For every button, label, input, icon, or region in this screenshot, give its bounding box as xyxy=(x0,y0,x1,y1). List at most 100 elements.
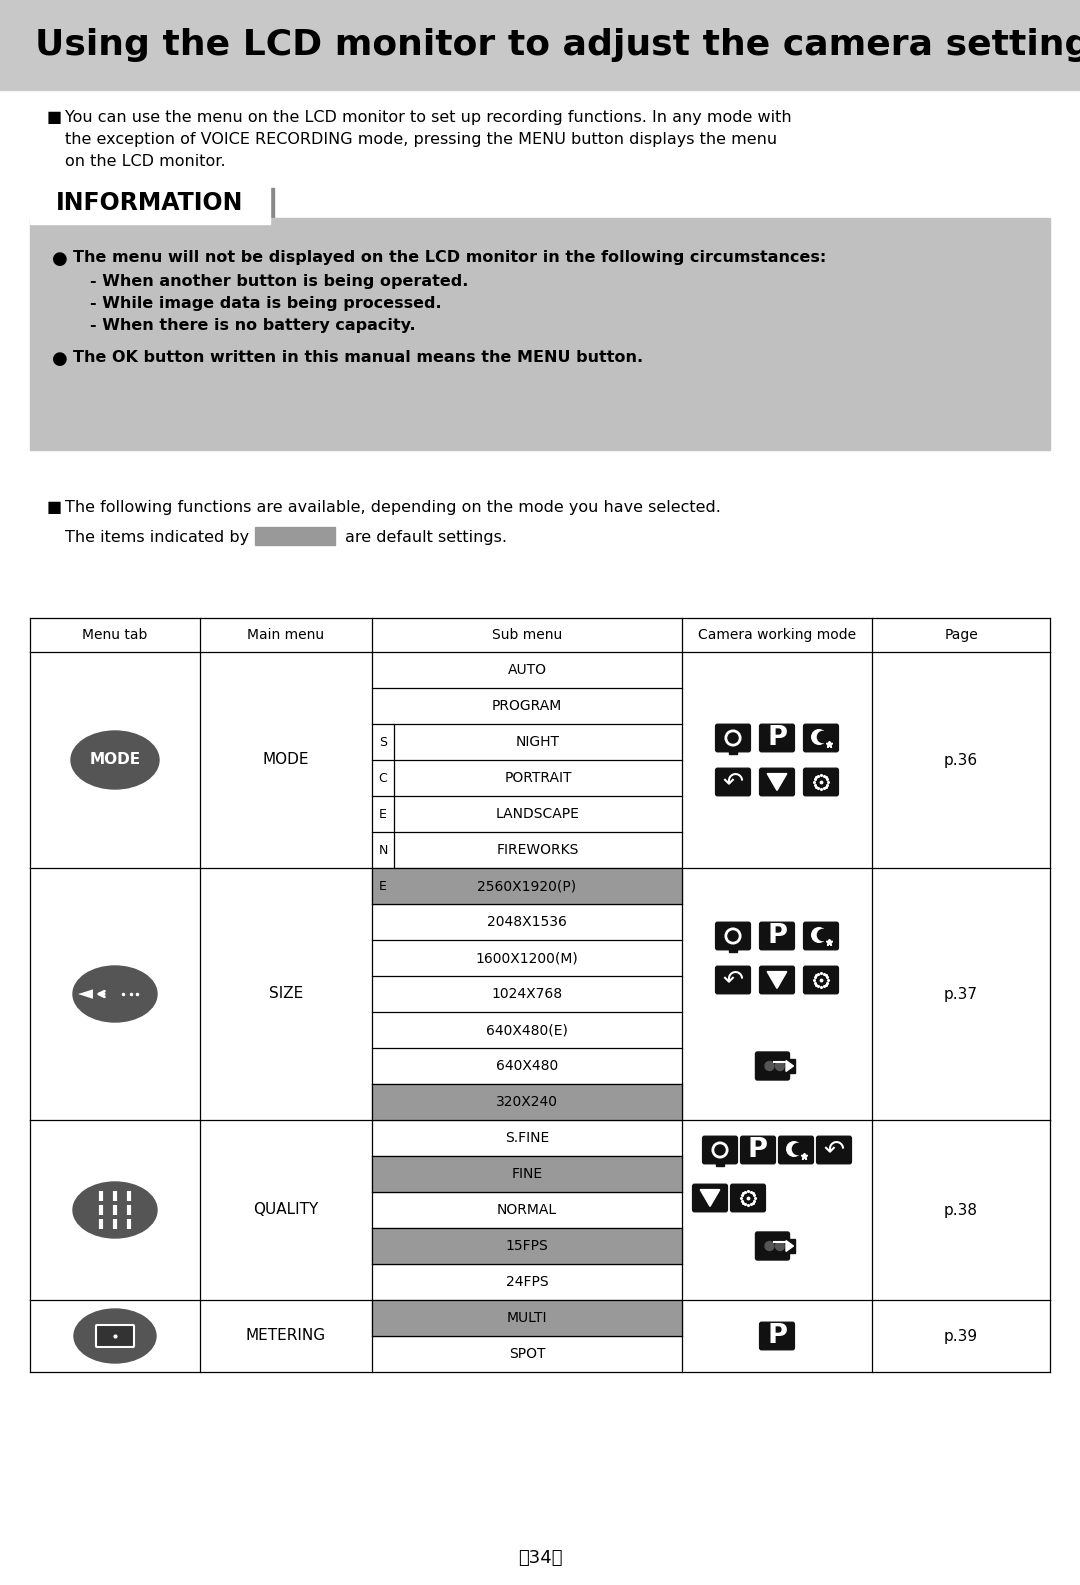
Bar xyxy=(30,219,1050,450)
Text: LANDSCAPE: LANDSCAPE xyxy=(496,807,580,821)
Text: METERING: METERING xyxy=(246,1328,326,1344)
FancyBboxPatch shape xyxy=(779,1136,813,1163)
FancyBboxPatch shape xyxy=(716,922,751,949)
Polygon shape xyxy=(786,1241,794,1252)
Text: 320X240: 320X240 xyxy=(496,1095,558,1110)
Circle shape xyxy=(765,1241,774,1251)
FancyBboxPatch shape xyxy=(804,769,838,796)
Text: P: P xyxy=(748,1136,768,1163)
Text: ↶: ↶ xyxy=(723,770,743,794)
Text: the exception of VOICE RECORDING mode, pressing the MENU button displays the men: the exception of VOICE RECORDING mode, p… xyxy=(65,132,778,147)
Bar xyxy=(716,1160,725,1165)
Text: P: P xyxy=(767,724,787,751)
FancyBboxPatch shape xyxy=(804,724,838,751)
Text: p.38: p.38 xyxy=(944,1203,978,1217)
Text: Main menu: Main menu xyxy=(247,628,325,642)
Circle shape xyxy=(775,1241,784,1251)
Bar xyxy=(30,182,270,223)
Text: p.36: p.36 xyxy=(944,753,978,767)
Bar xyxy=(372,1084,681,1121)
Text: ↶: ↶ xyxy=(823,1138,845,1162)
Circle shape xyxy=(728,732,738,743)
Text: 640X480(E): 640X480(E) xyxy=(486,1022,568,1037)
Text: SPOT: SPOT xyxy=(509,1347,545,1362)
Text: NORMAL: NORMAL xyxy=(497,1203,557,1217)
Bar xyxy=(784,1239,795,1252)
Ellipse shape xyxy=(73,965,157,1022)
Circle shape xyxy=(712,1143,728,1157)
Circle shape xyxy=(725,929,741,943)
FancyBboxPatch shape xyxy=(759,724,795,751)
Text: INFORMATION: INFORMATION xyxy=(56,192,244,216)
FancyBboxPatch shape xyxy=(96,1325,134,1347)
Circle shape xyxy=(728,930,738,941)
Text: P: P xyxy=(767,1323,787,1349)
Text: 2560X1920(P): 2560X1920(P) xyxy=(477,880,577,892)
Text: Sub menu: Sub menu xyxy=(491,628,562,642)
Text: ↶: ↶ xyxy=(723,968,743,992)
Circle shape xyxy=(725,731,741,747)
Text: N: N xyxy=(378,843,388,856)
Text: QUALITY: QUALITY xyxy=(254,1203,319,1217)
Text: ■: ■ xyxy=(48,499,63,515)
Polygon shape xyxy=(767,773,787,791)
Text: FINE: FINE xyxy=(512,1167,542,1181)
Text: 640X480: 640X480 xyxy=(496,1059,558,1073)
Text: 〈34〉: 〈34〉 xyxy=(517,1549,563,1568)
Text: p.37: p.37 xyxy=(944,986,978,1002)
FancyBboxPatch shape xyxy=(703,1136,738,1163)
Text: P: P xyxy=(767,922,787,949)
Text: ■: ■ xyxy=(48,109,63,125)
Text: PROGRAM: PROGRAM xyxy=(491,699,562,713)
FancyBboxPatch shape xyxy=(759,922,795,949)
FancyBboxPatch shape xyxy=(759,1322,795,1350)
Text: SIZE: SIZE xyxy=(269,986,303,1002)
FancyBboxPatch shape xyxy=(756,1232,789,1260)
Circle shape xyxy=(793,1143,804,1154)
Text: NIGHT: NIGHT xyxy=(516,735,561,750)
Bar xyxy=(784,1059,795,1073)
FancyBboxPatch shape xyxy=(730,1184,766,1213)
Ellipse shape xyxy=(75,1309,156,1363)
Circle shape xyxy=(775,1062,784,1070)
FancyBboxPatch shape xyxy=(804,922,838,949)
Text: E: E xyxy=(379,880,387,892)
Text: S.FINE: S.FINE xyxy=(504,1132,549,1144)
Polygon shape xyxy=(700,1190,719,1206)
Text: The items indicated by: The items indicated by xyxy=(65,529,249,545)
Circle shape xyxy=(812,927,826,941)
FancyBboxPatch shape xyxy=(741,1136,775,1163)
Text: The menu will not be displayed on the LCD monitor in the following circumstances: The menu will not be displayed on the LC… xyxy=(73,250,826,265)
Polygon shape xyxy=(786,1060,794,1071)
Text: You can use the menu on the LCD monitor to set up recording functions. In any mo: You can use the menu on the LCD monitor … xyxy=(65,109,792,125)
Text: AUTO: AUTO xyxy=(508,663,546,677)
Bar xyxy=(729,748,738,754)
Text: MODE: MODE xyxy=(262,753,309,767)
Text: 1600X1200(M): 1600X1200(M) xyxy=(475,951,579,965)
Text: ●: ● xyxy=(52,350,68,368)
Bar xyxy=(372,1300,681,1336)
Text: PORTRAIT: PORTRAIT xyxy=(504,770,571,785)
FancyBboxPatch shape xyxy=(759,967,795,994)
Bar xyxy=(729,946,738,951)
Text: S: S xyxy=(379,735,387,748)
Text: Menu tab: Menu tab xyxy=(82,628,148,642)
Text: Page: Page xyxy=(944,628,977,642)
Text: ◄: ◄ xyxy=(78,984,93,1003)
Text: - When there is no battery capacity.: - When there is no battery capacity. xyxy=(90,319,416,333)
Text: on the LCD monitor.: on the LCD monitor. xyxy=(65,154,226,170)
FancyBboxPatch shape xyxy=(804,967,838,994)
Text: 2048X1536: 2048X1536 xyxy=(487,915,567,929)
Circle shape xyxy=(715,1144,725,1155)
Text: E: E xyxy=(379,807,387,821)
FancyBboxPatch shape xyxy=(692,1184,728,1213)
Text: FIREWORKS: FIREWORKS xyxy=(497,843,579,857)
Bar xyxy=(372,1155,681,1192)
Text: 24FPS: 24FPS xyxy=(505,1274,549,1289)
Bar xyxy=(0,0,1080,90)
FancyBboxPatch shape xyxy=(759,769,795,796)
FancyBboxPatch shape xyxy=(756,1052,789,1079)
Bar xyxy=(33,189,274,230)
Text: Using the LCD monitor to adjust the camera settings: Using the LCD monitor to adjust the came… xyxy=(35,29,1080,62)
Text: The following functions are available, depending on the mode you have selected.: The following functions are available, d… xyxy=(65,499,720,515)
